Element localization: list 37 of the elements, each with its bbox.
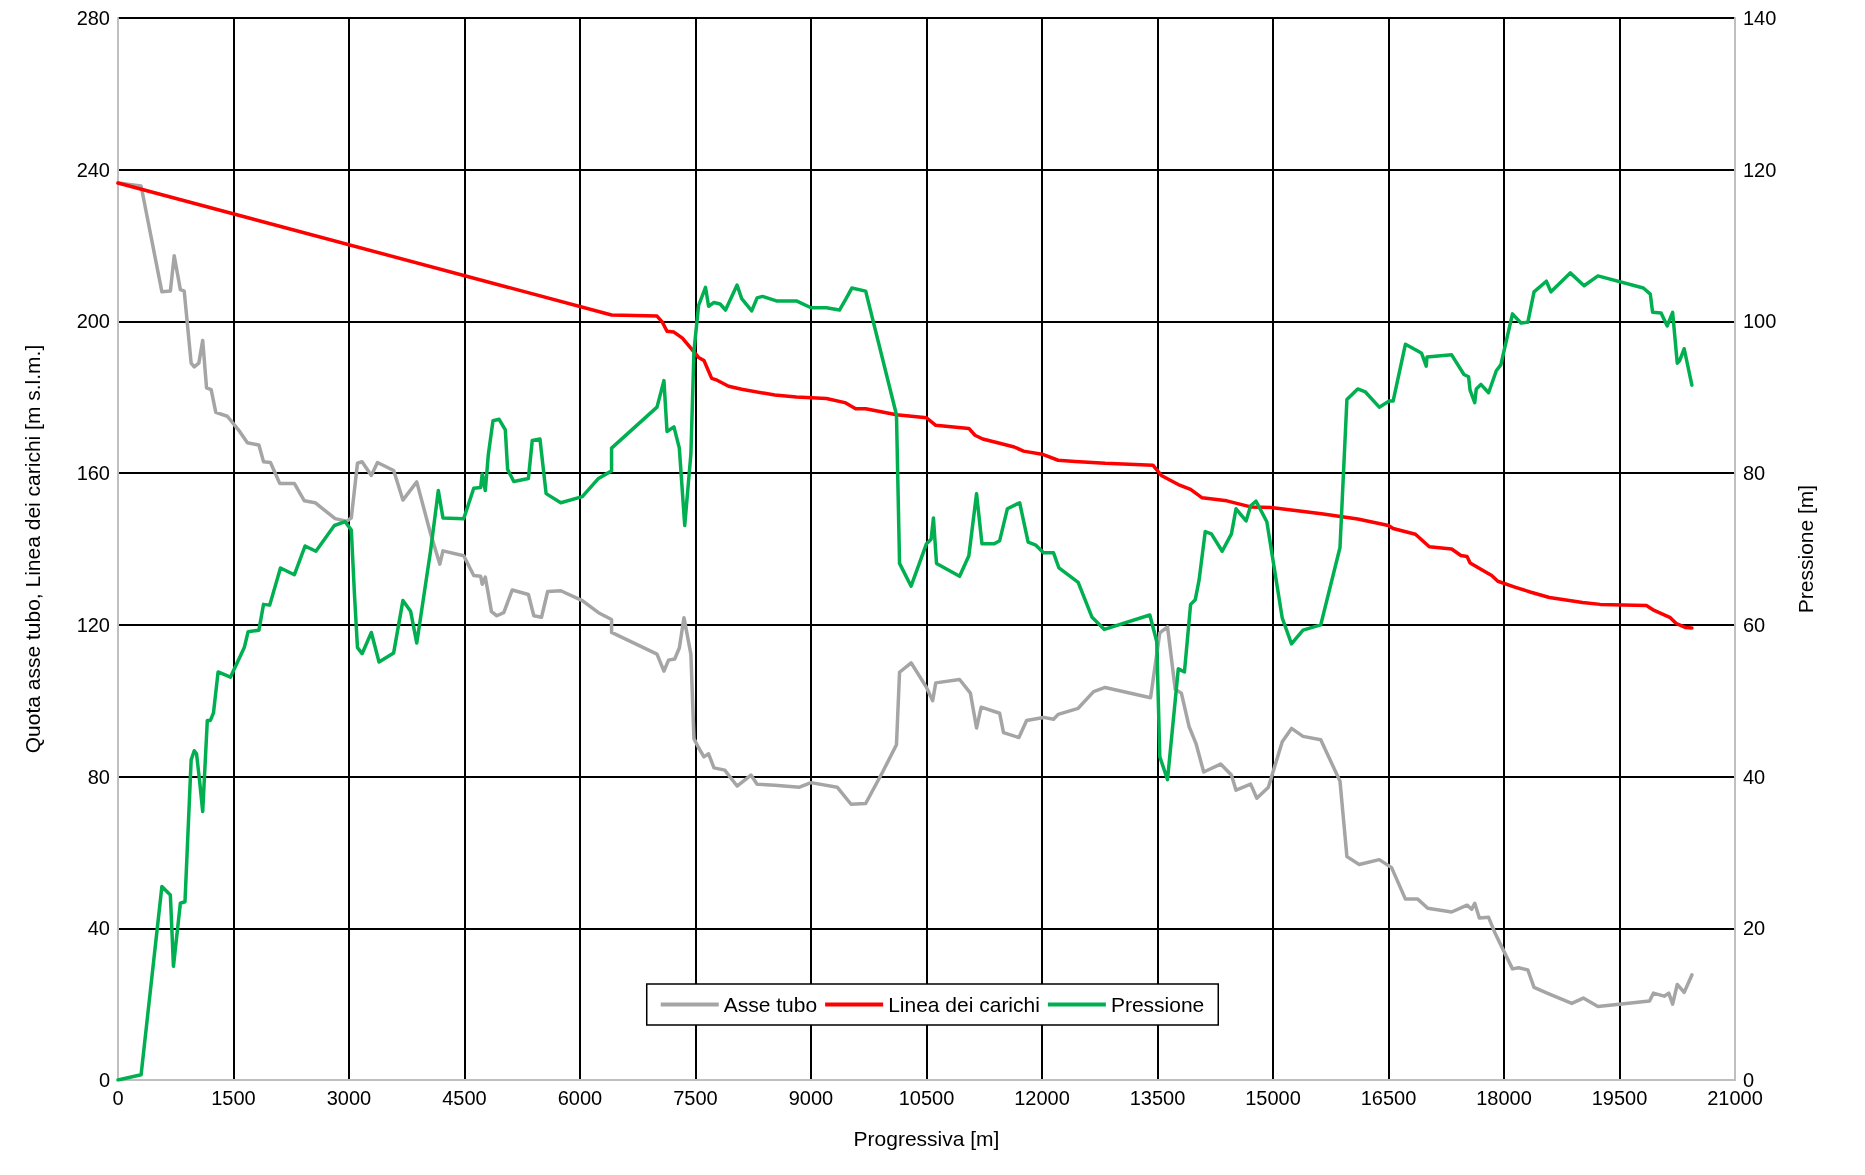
y2-tick-label: 120 xyxy=(1743,158,1777,181)
y2-tick-label: 20 xyxy=(1743,917,1766,940)
y-tick-label: 160 xyxy=(76,462,110,485)
y2-tick-label: 140 xyxy=(1743,7,1777,29)
x-tick-label: 3000 xyxy=(326,1087,372,1109)
x-tick-label: 7500 xyxy=(673,1087,718,1109)
y-tick-label: 80 xyxy=(87,765,110,788)
y-tick-label: 0 xyxy=(98,1069,110,1091)
line-series xyxy=(116,181,1694,630)
legend-label: Linea dei carichi xyxy=(888,993,1040,1016)
y-axis-title: Quota asse tubo, Linea dei carichi [m s.l.m.] xyxy=(21,344,44,754)
legend-label: Pressione xyxy=(1110,993,1205,1016)
y2-tick-label: 60 xyxy=(1743,613,1766,636)
x-tick-label: 12000 xyxy=(1014,1087,1070,1109)
x-tick-label: 16500 xyxy=(1360,1087,1417,1109)
x-tick-label: 9000 xyxy=(788,1087,834,1109)
y2-tick-label: 80 xyxy=(1743,462,1766,485)
x-tick-label: 13500 xyxy=(1129,1087,1186,1109)
y-tick-label: 240 xyxy=(76,158,110,181)
y2-axis-title: Pressione [m] xyxy=(1794,484,1817,614)
x-tick-label: 4500 xyxy=(442,1087,487,1109)
y-tick-label: 120 xyxy=(76,613,110,636)
x-axis-title: Progressiva [m] xyxy=(853,1127,1000,1150)
x-tick-label: 6000 xyxy=(557,1087,603,1109)
line-series xyxy=(116,271,1694,1082)
y2-tick-label: 40 xyxy=(1743,765,1766,788)
x-tick-label: 1500 xyxy=(211,1087,256,1109)
y2-tick-label: 100 xyxy=(1743,310,1777,333)
x-tick-label: 0 xyxy=(112,1087,124,1109)
y-tick-label: 280 xyxy=(76,7,110,29)
y-tick-label: 200 xyxy=(76,310,110,333)
x-tick-label: 15000 xyxy=(1245,1087,1301,1109)
x-tick-label: 18000 xyxy=(1476,1087,1532,1109)
x-tick-label: 19500 xyxy=(1591,1087,1648,1109)
y-tick-label: 40 xyxy=(87,917,110,940)
legend-label: Asse tubo xyxy=(723,993,818,1016)
x-tick-label: 10500 xyxy=(898,1087,955,1109)
